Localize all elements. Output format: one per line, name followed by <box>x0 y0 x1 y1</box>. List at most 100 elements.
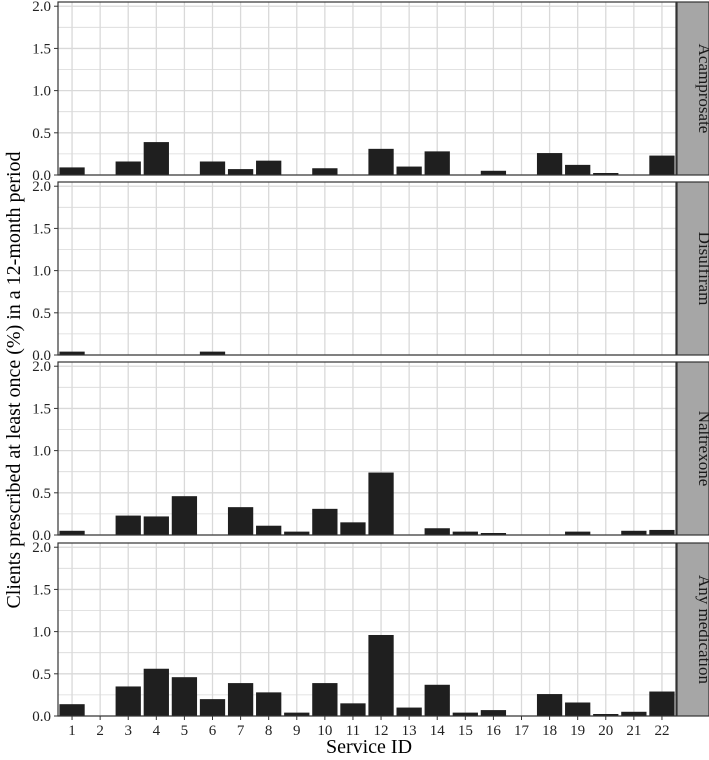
bar-naltrexone-10 <box>312 508 338 535</box>
panel-background <box>58 182 676 355</box>
bar-naltrexone-11 <box>340 522 366 535</box>
facet-panel-disulfiram: 0.0 0.5 1.0 1.5 2.0 Disulfiram <box>32 179 709 364</box>
x-tick-label: 8 <box>265 723 273 739</box>
y-tick-label: 2.0 <box>32 359 51 375</box>
bar-acamprosate-7 <box>227 169 254 175</box>
bar-acamprosate-13 <box>396 166 422 175</box>
bar-any-medication-22 <box>649 691 675 716</box>
bar-acamprosate-22 <box>649 155 675 175</box>
y-tick-label: 1.0 <box>32 84 51 100</box>
x-tick-label: 5 <box>181 723 189 739</box>
bar-any-medication-19 <box>565 702 591 716</box>
bar-any-medication-6 <box>199 699 226 716</box>
facet-panel-any-medication: 0.0 0.5 1.0 1.5 2.0 Any medication <box>32 540 709 725</box>
x-tick-label: 11 <box>346 723 360 739</box>
x-tick-label: 14 <box>430 723 446 739</box>
bar-naltrexone-19 <box>565 531 591 535</box>
bar-any-medication-9 <box>284 712 310 716</box>
bar-any-medication-7 <box>227 683 254 716</box>
bar-naltrexone-12 <box>368 472 394 535</box>
bar-naltrexone-9 <box>284 531 310 535</box>
x-tick-label: 15 <box>458 723 473 739</box>
bar-any-medication-13 <box>396 707 422 716</box>
x-tick-label: 19 <box>570 723 585 739</box>
panel-border <box>57 542 677 717</box>
bar-acamprosate-16 <box>480 170 507 175</box>
bar-acamprosate-10 <box>312 168 338 175</box>
bar-any-medication-8 <box>256 692 282 716</box>
bar-any-medication-1 <box>59 704 85 716</box>
bar-disulfiram-6 <box>199 351 226 355</box>
bar-any-medication-3 <box>115 686 141 716</box>
bar-disulfiram-1 <box>59 351 85 355</box>
bar-naltrexone-14 <box>424 528 450 535</box>
bar-naltrexone-7 <box>227 507 254 535</box>
y-tick-label: 0.0 <box>32 528 51 544</box>
bar-naltrexone-3 <box>115 515 141 535</box>
y-tick-label: 0.5 <box>32 486 51 502</box>
bar-acamprosate-1 <box>59 167 85 175</box>
x-tick-label: 13 <box>402 723 417 739</box>
bar-naltrexone-15 <box>452 531 478 535</box>
x-tick-label: 12 <box>374 723 389 739</box>
y-tick-label: 0.0 <box>32 348 51 364</box>
y-tick-label: 1.0 <box>32 264 51 280</box>
x-tick-label: 16 <box>486 723 502 739</box>
x-tick-label: 18 <box>542 723 557 739</box>
y-tick-label: 2.0 <box>32 540 51 556</box>
bar-acamprosate-19 <box>565 164 591 175</box>
y-tick-label: 1.5 <box>32 401 51 417</box>
bar-naltrexone-21 <box>621 530 647 535</box>
facet-strip <box>676 361 709 536</box>
bar-naltrexone-16 <box>480 533 507 535</box>
x-tick-label: 9 <box>293 723 301 739</box>
facet-panel-naltrexone: 0.0 0.5 1.0 1.5 2.0 Naltrexone <box>32 359 709 544</box>
y-tick-label: 1.5 <box>32 221 51 237</box>
x-tick-label: 6 <box>209 723 217 739</box>
bar-acamprosate-6 <box>199 161 226 175</box>
y-tick-label: 0.5 <box>32 667 51 683</box>
y-tick-label: 0.5 <box>32 126 51 142</box>
x-tick-label: 4 <box>153 723 161 739</box>
bar-acamprosate-18 <box>536 153 563 175</box>
facet-strip <box>676 542 709 717</box>
y-tick-label: 0.5 <box>32 306 51 322</box>
x-tick-label: 3 <box>124 723 132 739</box>
panel-border <box>57 1 677 176</box>
facet-panels: 0.0 0.5 1.0 1.5 2.0 Acamprosate 0.0 0.5 1.0 1.5 2.… <box>32 0 709 725</box>
bar-acamprosate-3 <box>115 161 141 175</box>
x-tick-label: 21 <box>626 723 641 739</box>
x-axis-ticks: 1 2 3 4 5 6 7 8 9 10 11 12 13 14 15 16 17 18 19 20 21 22 <box>68 716 669 739</box>
panel-border <box>57 361 677 536</box>
bar-naltrexone-8 <box>256 525 282 535</box>
y-axis-title: Clients prescribed at least once (%) in … <box>3 151 25 608</box>
x-tick-label: 1 <box>68 723 76 739</box>
facet-strip-label: Naltrexone <box>695 411 709 487</box>
facet-strip-label: Any medication <box>695 575 709 685</box>
bar-acamprosate-20 <box>593 173 619 175</box>
bar-any-medication-5 <box>171 677 198 716</box>
bar-any-medication-10 <box>312 683 338 716</box>
y-tick-label: 2.0 <box>32 179 51 195</box>
facet-strip <box>676 181 709 356</box>
y-tick-label: 1.5 <box>32 582 51 598</box>
bar-any-medication-21 <box>621 711 647 716</box>
facet-strip-label: Disulfiram <box>695 232 709 306</box>
bar-acamprosate-14 <box>424 151 450 175</box>
x-axis-title: Service ID <box>326 736 412 758</box>
y-tick-label: 0.0 <box>32 709 51 725</box>
x-tick-label: 17 <box>514 723 530 739</box>
bar-naltrexone-4 <box>143 516 169 535</box>
bar-any-medication-15 <box>452 712 478 716</box>
y-tick-label: 1.0 <box>32 444 51 460</box>
x-tick-label: 7 <box>237 723 245 739</box>
y-tick-label: 1.0 <box>32 625 51 641</box>
bar-acamprosate-12 <box>368 148 394 175</box>
x-tick-label: 22 <box>654 723 669 739</box>
facet-strip-label: Acamprosate <box>695 44 709 134</box>
bar-acamprosate-8 <box>256 160 282 175</box>
bar-acamprosate-4 <box>143 142 169 175</box>
y-tick-label: 0.0 <box>32 168 51 184</box>
facet-panel-acamprosate: 0.0 0.5 1.0 1.5 2.0 Acamprosate <box>32 0 709 184</box>
